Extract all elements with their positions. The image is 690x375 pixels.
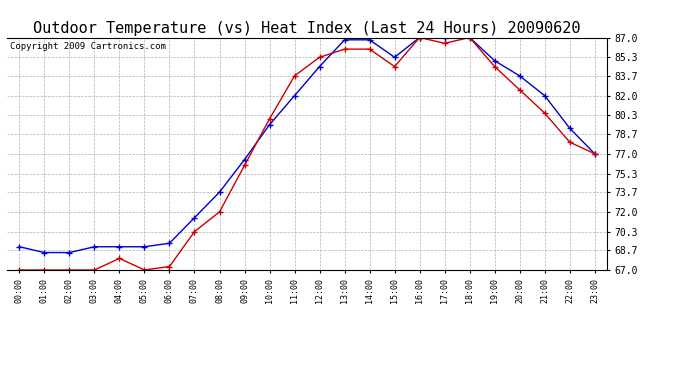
Title: Outdoor Temperature (vs) Heat Index (Last 24 Hours) 20090620: Outdoor Temperature (vs) Heat Index (Las… — [33, 21, 581, 36]
Text: Copyright 2009 Cartronics.com: Copyright 2009 Cartronics.com — [10, 42, 166, 51]
